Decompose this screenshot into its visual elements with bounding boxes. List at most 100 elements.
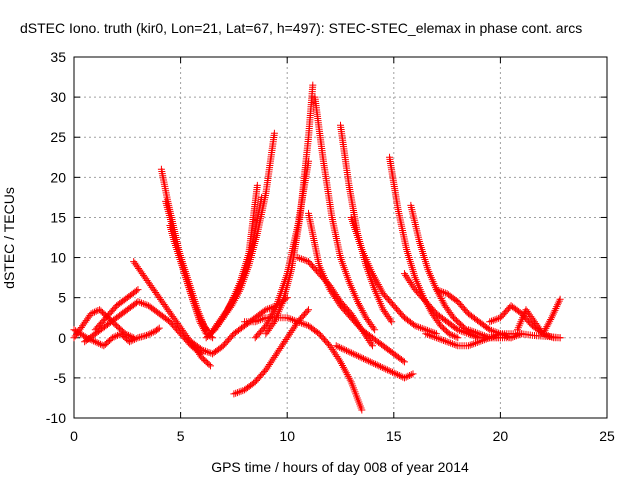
- series-6: [157, 165, 217, 342]
- data-point: [403, 273, 411, 281]
- data-point: [263, 364, 271, 372]
- x-tick-label: 20: [493, 428, 509, 444]
- data-point: [329, 347, 337, 355]
- data-point: [296, 318, 304, 326]
- data-point: [270, 129, 278, 137]
- data-point: [280, 339, 288, 347]
- data-point: [509, 333, 517, 341]
- data-point: [90, 337, 98, 345]
- data-point: [335, 356, 343, 364]
- data-point: [452, 333, 460, 341]
- data-point: [326, 286, 334, 294]
- x-tick-label: 0: [70, 428, 78, 444]
- data-point: [333, 296, 341, 304]
- plot-area-border: [73, 56, 608, 419]
- data-point: [407, 371, 415, 379]
- data-point: [148, 329, 156, 337]
- data-point: [154, 325, 162, 333]
- data-point: [294, 254, 302, 262]
- data-point: [491, 316, 499, 324]
- data-point: [445, 330, 453, 338]
- data-point: [264, 318, 272, 326]
- data-point: [363, 356, 371, 364]
- data-point: [477, 330, 485, 338]
- data-point: [360, 310, 368, 318]
- data-point: [548, 333, 556, 341]
- y-tick-label: 5: [58, 290, 66, 306]
- data-point: [91, 338, 99, 346]
- y-tick-label: 35: [50, 49, 66, 65]
- data-point: [542, 324, 550, 332]
- data-point: [447, 339, 455, 347]
- data-point: [466, 341, 474, 349]
- data-point: [342, 369, 350, 377]
- data-point: [544, 321, 552, 329]
- data-point: [484, 325, 492, 333]
- data-point: [475, 338, 483, 346]
- y-tick-label: -5: [54, 370, 67, 386]
- data-point: [125, 338, 133, 346]
- data-point: [354, 298, 362, 306]
- data-point: [445, 338, 453, 346]
- data-point: [223, 307, 231, 315]
- y-axis-label: dSTEC / TECUs: [1, 187, 17, 289]
- data-point: [370, 273, 378, 281]
- data-point: [301, 256, 309, 264]
- data-point: [297, 319, 305, 327]
- data-point: [456, 326, 464, 334]
- data-point: [205, 361, 213, 369]
- data-point: [263, 320, 271, 328]
- data-point: [454, 334, 462, 342]
- data-point: [402, 271, 410, 279]
- data-point: [477, 337, 485, 345]
- data-point: [486, 318, 494, 326]
- data-point: [344, 347, 352, 355]
- data-point: [237, 387, 245, 395]
- data-point: [512, 332, 520, 340]
- y-tick-label: -10: [46, 410, 66, 426]
- data-point: [289, 325, 297, 333]
- data-point: [493, 328, 501, 336]
- data-point: [504, 332, 512, 340]
- data-point: [543, 323, 551, 331]
- data-point: [219, 314, 227, 322]
- chart-title: dSTEC Iono. truth (kir0, Lon=21, Lat=67,…: [20, 20, 582, 36]
- data-point: [334, 343, 342, 351]
- data-point: [146, 330, 154, 338]
- series-5: [130, 258, 214, 370]
- data-point: [365, 336, 373, 344]
- data-points: [70, 81, 564, 414]
- data-point: [221, 310, 229, 318]
- data-point: [198, 346, 206, 354]
- series-27: [432, 286, 515, 342]
- data-point: [400, 358, 408, 366]
- data-point: [301, 320, 309, 328]
- data-point: [198, 317, 206, 325]
- data-point: [326, 342, 334, 350]
- y-tick-label: 10: [50, 250, 66, 266]
- data-point: [337, 344, 345, 352]
- data-point: [427, 332, 435, 340]
- data-point: [468, 340, 476, 348]
- data-point: [438, 336, 446, 344]
- data-point: [368, 270, 376, 278]
- data-point: [339, 345, 347, 353]
- data-point: [271, 352, 279, 360]
- data-point: [434, 334, 442, 342]
- data-point: [418, 324, 426, 332]
- data-point: [275, 346, 283, 354]
- data-point: [346, 348, 354, 356]
- data-point: [144, 331, 152, 339]
- series-30: [513, 295, 564, 338]
- data-point: [358, 354, 366, 362]
- data-point: [390, 369, 398, 377]
- x-axis-label: GPS time / hours of day 008 of year 2014: [211, 459, 469, 475]
- data-point: [345, 374, 353, 382]
- data-point: [348, 349, 356, 357]
- data-point: [268, 357, 276, 365]
- data-point: [409, 370, 417, 378]
- data-point: [136, 298, 144, 306]
- data-point: [488, 326, 496, 334]
- data-point: [264, 305, 272, 313]
